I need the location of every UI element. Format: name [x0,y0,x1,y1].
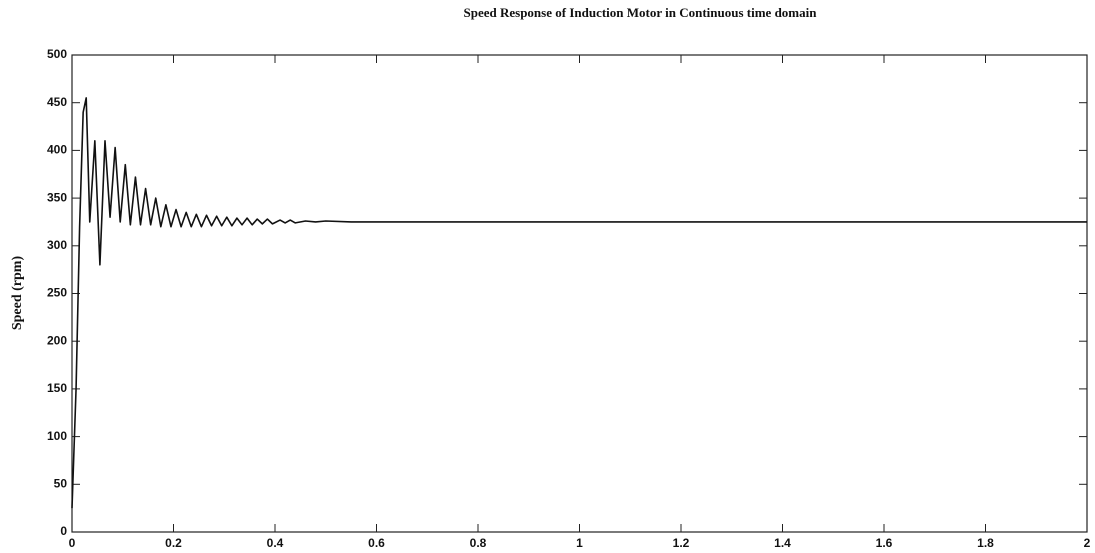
y-tick-label: 200 [47,333,67,347]
y-axis-label: Speed (rpm) [10,256,25,331]
y-tick-label: 450 [47,95,67,109]
y-tick-label: 50 [54,476,68,490]
speed-line [71,97,1087,509]
chart-title: Speed Response of Induction Motor in Con… [464,5,818,20]
y-tick-label: 350 [47,190,67,204]
y-tick-label: 100 [47,429,67,443]
x-tick-label: 0.6 [368,536,385,550]
y-tick-label: 400 [47,143,67,157]
y-tick-label: 150 [47,381,67,395]
x-tick-label: 1.8 [977,536,994,550]
x-tick-label: 1 [576,536,583,550]
x-tick-label: 0.4 [267,536,284,550]
x-tick-label: 1.4 [774,536,791,550]
plot-frame [71,54,1088,533]
x-tick-label: 1.6 [876,536,893,550]
y-tick-label: 500 [47,47,67,61]
y-tick-label: 250 [47,286,67,300]
x-tick-label: 0 [69,536,76,550]
x-tick-label: 2 [1084,536,1091,550]
y-tick-label: 0 [60,524,67,538]
x-tick-label: 0.2 [165,536,182,550]
y-tick-label: 300 [47,238,67,252]
x-tick-label: 1.2 [673,536,690,550]
x-tick-label: 0.8 [470,536,487,550]
